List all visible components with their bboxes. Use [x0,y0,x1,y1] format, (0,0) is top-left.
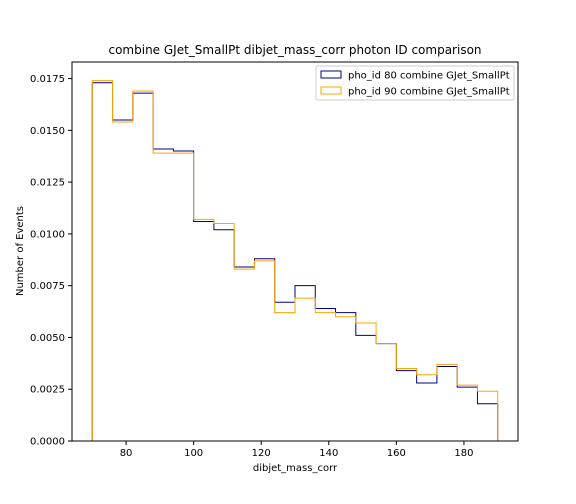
x-tick-label: 100 [184,448,203,459]
chart-title: combine GJet_SmallPt dibjet_mass_corr ph… [108,43,481,57]
legend: pho_id 80 combine GJet_SmallPt pho_id 90 … [315,65,515,101]
legend-swatch-1 [320,70,342,79]
x-axis-label: dibjet_mass_corr [253,463,338,474]
x-tick-label: 180 [454,448,473,459]
y-tick-label: 0.0075 [30,281,65,292]
y-axis-ticks: 0.0000 0.0025 0.0050 0.0075 0.0100 0.0125 0.01… [30,74,72,448]
y-tick-label: 0.0150 [30,126,65,137]
legend-entry-1: pho_id 80 combine GJet_SmallPt [348,71,510,82]
series-2-step-line [91,80,499,441]
legend-box [315,65,515,101]
y-tick-label: 0.0050 [30,333,65,344]
plot-area [91,80,499,441]
x-tick-label: 120 [252,448,271,459]
legend-swatch-2 [320,86,342,95]
x-tick-label: 160 [387,448,406,459]
plot-frame [71,61,519,442]
x-axis-ticks: 80 100 120 140 160 180 [120,441,473,459]
x-tick-label: 140 [319,448,338,459]
x-tick-label: 80 [120,448,133,459]
legend-entry-2: pho_id 90 combine GJet_SmallPt [348,87,510,98]
y-tick-label: 0.0000 [30,437,65,448]
y-tick-label: 0.0125 [30,178,65,189]
y-tick-label: 0.0025 [30,385,65,396]
y-tick-label: 0.0100 [30,229,65,240]
y-axis-label: Number of Events [15,206,26,296]
y-tick-label: 0.0175 [30,74,65,85]
